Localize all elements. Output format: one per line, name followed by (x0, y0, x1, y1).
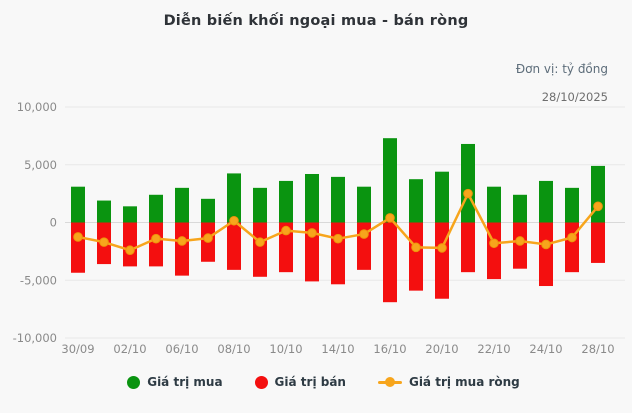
legend-label-buy: Giá trị mua (147, 375, 223, 389)
bar-buy-21/10 (461, 143, 475, 223)
bar-buy-24/10 (539, 180, 553, 223)
y-axis-tick-label: -10,000 (13, 331, 57, 345)
net-point-03/10 (151, 233, 161, 244)
bar-sell-17/10 (409, 222, 423, 291)
bar-buy-22/10 (487, 186, 501, 223)
bar-buy-10/10 (279, 180, 293, 223)
bar-sell-13/10 (305, 222, 319, 282)
x-axis-tick-label: 08/10 (217, 342, 250, 356)
y-axis-tick-label: 5,000 (24, 158, 57, 172)
bar-buy-30/09 (71, 186, 85, 223)
net-point-21/10 (463, 188, 473, 199)
y-axis-tick-label: 0 (50, 216, 57, 230)
x-axis-tick-label: 28/10 (581, 342, 614, 356)
x-axis-tick-label: 14/10 (321, 342, 354, 356)
net-point-01/10 (99, 237, 109, 247)
bar-buy-01/10 (97, 200, 111, 223)
x-axis-tick-label: 30/09 (61, 342, 94, 356)
bar-sell-24/10 (539, 222, 553, 287)
bar-sell-16/10 (383, 222, 397, 303)
net-point-10/10 (281, 225, 291, 236)
bar-sell-22/10 (487, 222, 501, 280)
bar-buy-02/10 (123, 206, 137, 223)
net-point-07/10 (203, 233, 213, 243)
y-axis-tick-label: -5,000 (20, 273, 57, 287)
net-point-24/10 (541, 239, 551, 250)
net-point-20/10 (437, 243, 447, 253)
x-axis-tick-label: 06/10 (165, 342, 198, 356)
net-point-23/10 (515, 236, 525, 246)
legend-label-sell: Giá trị bán (274, 375, 346, 389)
net-point-27/10 (567, 232, 577, 243)
net-point-17/10 (411, 242, 421, 253)
net-point-15/10 (359, 229, 369, 239)
x-axis-tick-label: 24/10 (529, 342, 562, 356)
bar-buy-20/10 (435, 171, 449, 223)
bar-buy-15/10 (357, 186, 371, 223)
legend-item-sell[interactable]: Giá trị bán (254, 375, 346, 389)
bar-sell-08/10 (227, 222, 241, 270)
net-point-14/10 (333, 233, 343, 244)
sell-series-marker-icon (254, 375, 268, 389)
bar-sell-03/10 (149, 222, 163, 267)
bar-sell-14/10 (331, 222, 345, 285)
bar-buy-14/10 (331, 176, 345, 223)
net-series-marker-icon (377, 377, 402, 387)
bar-sell-21/10 (461, 222, 475, 273)
chart-legend: Giá trị mua Giá trị bán Giá trị mua ròng (15, 368, 632, 396)
bar-sell-06/10 (175, 222, 189, 276)
bar-buy-17/10 (409, 179, 423, 223)
bar-buy-08/10 (227, 173, 241, 223)
net-point-16/10 (385, 213, 395, 223)
chart-title: Diễn biến khối ngoại mua - bán ròng (163, 13, 469, 29)
date-label: 28/10/2025 (541, 90, 608, 104)
net-point-28/10 (593, 201, 603, 212)
bar-buy-03/10 (149, 194, 163, 223)
bar-buy-06/10 (175, 187, 189, 223)
legend-item-buy[interactable]: Giá trị mua (127, 375, 223, 389)
net-point-13/10 (307, 228, 317, 238)
bar-sell-10/10 (279, 222, 293, 273)
net-point-08/10 (229, 215, 239, 226)
bar-buy-13/10 (305, 173, 319, 223)
x-axis-tick-label: 22/10 (477, 342, 510, 356)
bar-buy-16/10 (383, 138, 397, 223)
net-point-22/10 (489, 238, 499, 249)
buy-series-marker-icon (127, 375, 141, 389)
bar-sell-28/10 (591, 222, 605, 263)
legend-label-net: Giá trị mua ròng (408, 375, 520, 389)
bar-sell-09/10 (253, 222, 267, 277)
bar-buy-27/10 (565, 187, 579, 223)
bar-sell-30/09 (71, 222, 85, 273)
net-point-09/10 (255, 237, 265, 247)
net-point-02/10 (125, 245, 135, 256)
net-point-30/09 (73, 232, 83, 242)
x-axis-tick-label: 02/10 (113, 342, 146, 356)
bar-buy-07/10 (201, 198, 215, 223)
x-axis-tick-label: 20/10 (425, 342, 458, 356)
bar-buy-09/10 (253, 187, 267, 223)
bar-buy-23/10 (513, 194, 527, 223)
unit-label: Đơn vị: tỷ đồng (515, 62, 608, 76)
y-axis-tick-label: 10,000 (17, 100, 57, 114)
net-point-06/10 (177, 236, 187, 246)
bar-sell-02/10 (123, 222, 137, 267)
x-axis-tick-label: 10/10 (269, 342, 302, 356)
legend-item-net[interactable]: Giá trị mua ròng (377, 375, 520, 389)
x-axis-tick-label: 16/10 (373, 342, 406, 356)
bar-sell-20/10 (435, 222, 449, 299)
